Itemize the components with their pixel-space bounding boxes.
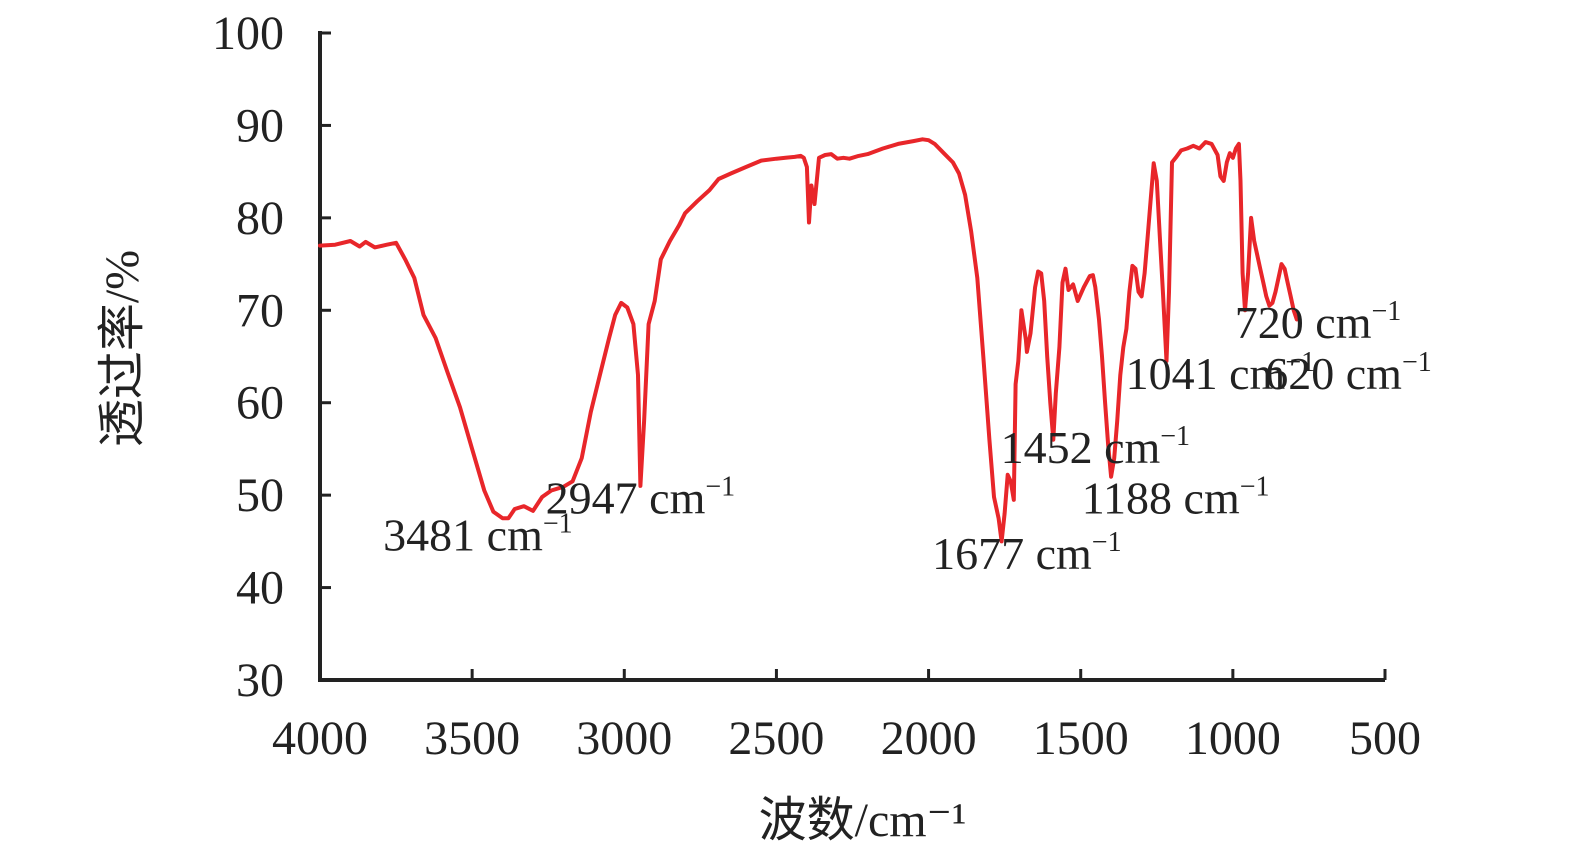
- peak-label: 3481 cm−1: [383, 509, 573, 561]
- x-tick-label: 1000: [1185, 712, 1281, 765]
- transmittance-spectrum-line: [318, 137, 1299, 544]
- peak-label: 1677 cm−1: [932, 527, 1122, 579]
- x-tick-label: 3000: [576, 712, 672, 765]
- y-tick-label: 30: [236, 654, 284, 707]
- peak-label: 620 cm−1: [1265, 347, 1432, 399]
- x-tick-label: 2000: [881, 712, 977, 765]
- y-tick-label: 80: [236, 192, 284, 245]
- peak-label: 1041 cm−1: [1126, 347, 1316, 399]
- peak-label: 1188 cm−1: [1082, 472, 1270, 524]
- x-axis-ticks: 4000 3500 3000 2500 2000 1500 1000 500: [272, 669, 1421, 765]
- y-tick-label: 70: [236, 284, 284, 337]
- y-tick-label: 100: [212, 7, 284, 60]
- x-tick-label: 4000: [272, 712, 368, 765]
- y-axis-ticks: 30 40 50 60 70 80 90 100: [212, 7, 331, 707]
- y-axis-title: 透过率/%: [96, 250, 149, 447]
- axes: [318, 31, 1385, 682]
- peak-label: 720 cm−1: [1235, 296, 1402, 348]
- y-tick-label: 50: [236, 469, 284, 522]
- x-tick-label: 3500: [424, 712, 520, 765]
- x-tick-label: 500: [1349, 712, 1421, 765]
- x-axis-title: 波数/cm⁻¹: [759, 794, 967, 847]
- y-tick-label: 40: [236, 562, 284, 615]
- y-tick-label: 90: [236, 99, 284, 152]
- y-tick-label: 60: [236, 377, 284, 430]
- peak-label: 1452 cm−1: [1001, 421, 1191, 473]
- x-tick-label: 1500: [1033, 712, 1129, 765]
- x-tick-label: 2500: [728, 712, 824, 765]
- peak-label: 2947 cm−1: [546, 472, 736, 524]
